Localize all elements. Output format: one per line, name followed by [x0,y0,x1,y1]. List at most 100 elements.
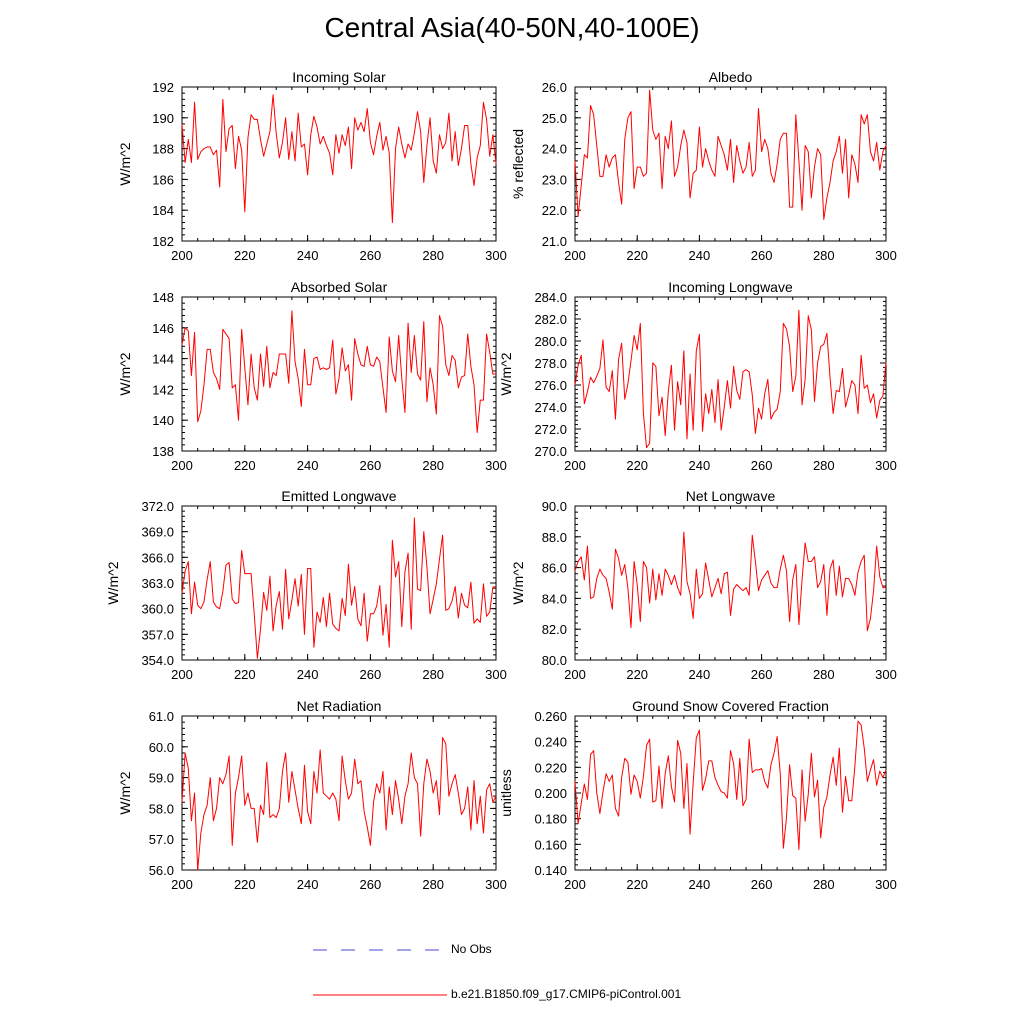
y-tick-label: 146 [152,321,174,336]
x-tick-label: 240 [689,458,711,473]
x-tick-label: 300 [875,458,897,473]
y-tick-label: 26.0 [542,80,567,95]
y-tick-label: 21.0 [542,234,567,249]
y-tick-label: 360.0 [141,602,174,617]
x-tick-label: 200 [171,877,193,892]
y-tick-label: 82.0 [542,622,567,637]
y-tick-label: 284.0 [534,290,567,305]
panel-title: Net Radiation [297,698,382,714]
panel-title: Incoming Longwave [668,279,793,295]
x-tick-label: 200 [564,877,586,892]
y-tick-label: 372.0 [141,499,174,514]
x-tick-label: 240 [297,248,319,263]
y-tick-label: 24.0 [542,142,567,157]
x-tick-label: 220 [626,248,648,263]
y-axis-label: % reflected [510,129,526,199]
y-axis-label: W/m^2 [510,561,526,604]
y-tick-label: 186 [152,172,174,187]
y-tick-label: 366.0 [141,550,174,565]
x-tick-label: 220 [234,458,256,473]
y-tick-label: 86.0 [542,561,567,576]
y-tick-label: 25.0 [542,111,567,126]
series-line [574,89,887,220]
x-tick-label: 280 [813,458,835,473]
x-tick-label: 220 [234,667,256,682]
x-tick-label: 200 [171,248,193,263]
plot-frame [574,715,887,871]
figure-title: Central Asia(40-50N,40-100E) [324,12,700,43]
y-tick-label: 274.0 [534,400,567,415]
x-tick-label: 300 [875,667,897,682]
series-line [574,531,886,632]
x-tick-label: 240 [297,458,319,473]
y-tick-label: 138 [152,444,174,459]
x-tick-label: 200 [564,458,586,473]
y-tick-label: 144 [152,352,174,367]
x-tick-label: 240 [689,667,711,682]
x-tick-label: 200 [564,667,586,682]
y-axis-label: W/m^2 [117,142,133,185]
plot-frame [181,86,497,242]
plot-frame [574,86,887,242]
legend-model-label: b.e21.B1850.f09_g17.CMIP6-piControl.001 [451,987,682,1001]
y-tick-label: 22.0 [542,203,567,218]
y-tick-label: 363.0 [141,576,174,591]
y-tick-label: 23.0 [542,172,567,187]
x-tick-label: 280 [422,248,444,263]
y-tick-label: 88.0 [542,530,567,545]
x-tick-label: 220 [626,667,648,682]
x-tick-label: 240 [689,877,711,892]
y-tick-label: 272.0 [534,422,567,437]
plot-frame [574,296,887,452]
x-tick-label: 200 [564,248,586,263]
y-tick-label: 80.0 [542,653,567,668]
panel-title: Absorbed Solar [291,279,388,295]
y-tick-label: 84.0 [542,591,567,606]
x-tick-label: 240 [297,667,319,682]
y-tick-label: 184 [152,203,174,218]
y-tick-label: 0.220 [534,760,567,775]
x-tick-label: 200 [171,458,193,473]
y-tick-label: 0.240 [534,735,567,750]
chart-panel-3: Absorbed Solar W/m^2 200 220 240 260 280 300 138… [117,279,507,473]
x-tick-label: 260 [360,458,382,473]
chart-panel-6: Net Longwave W/m^2 200 220 240 260 280 300 80.0 8… [510,488,897,682]
chart-panel-1: Incoming Solar W/m^2 200 220 240 260 280 300 182… [117,69,507,263]
x-tick-label: 260 [751,877,773,892]
plot-frame [574,505,887,661]
x-tick-label: 300 [875,877,897,892]
y-axis-label: W/m^2 [105,561,121,604]
x-tick-label: 300 [485,877,507,892]
panel-title: Net Longwave [686,488,776,504]
chart-panel-8: Ground Snow Covered Fraction unitless 200 2… [498,698,897,892]
panel-title: Incoming Solar [292,69,386,85]
y-tick-label: 369.0 [141,525,174,540]
y-axis-label: W/m^2 [117,771,133,814]
y-tick-label: 357.0 [141,627,174,642]
y-tick-label: 0.260 [534,709,567,724]
series-line [181,310,496,434]
y-tick-label: 61.0 [149,709,174,724]
y-tick-label: 59.0 [149,771,174,786]
y-tick-label: 58.0 [149,801,174,816]
y-tick-label: 0.160 [534,837,567,852]
panel-title: Ground Snow Covered Fraction [632,698,829,714]
x-tick-label: 300 [485,667,507,682]
series-line [574,720,887,850]
y-tick-label: 142 [152,382,174,397]
x-tick-label: 260 [751,248,773,263]
x-tick-label: 300 [485,458,507,473]
y-tick-label: 278.0 [534,356,567,371]
x-tick-label: 220 [234,877,256,892]
y-tick-label: 60.0 [149,740,174,755]
legend-obs-label: No Obs [451,942,492,956]
y-axis-label: W/m^2 [498,352,514,395]
x-tick-label: 280 [813,667,835,682]
y-tick-label: 190 [152,111,174,126]
series-line [181,737,497,871]
y-tick-label: 0.140 [534,863,567,878]
y-tick-label: 354.0 [141,653,174,668]
series-line [181,517,497,659]
